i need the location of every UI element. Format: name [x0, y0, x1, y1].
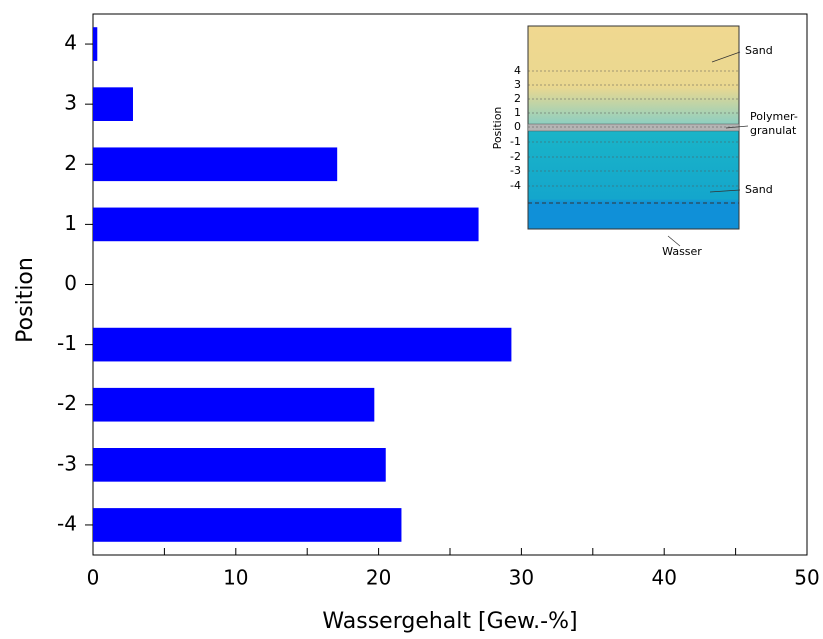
inset-tick-label: 1 [514, 106, 521, 119]
x-axis-label: Wassergehalt [Gew.-%] [322, 609, 577, 634]
inset-tick-label: -4 [510, 179, 521, 192]
x-tick-label: 10 [223, 566, 248, 590]
y-tick-label: -1 [57, 331, 77, 355]
inset-label: granulat [750, 124, 797, 137]
x-tick-label: 0 [87, 566, 100, 590]
bar [93, 508, 402, 542]
leader [709, 189, 741, 193]
y-tick-label: 0 [64, 271, 77, 295]
inset-label: Sand [745, 44, 773, 57]
bar [93, 147, 338, 182]
inset-tick-label: -3 [510, 164, 521, 177]
y-tick-label: 3 [64, 91, 77, 115]
inset-axis-label: Position [491, 107, 504, 150]
inset-tick-label: -2 [510, 150, 521, 163]
x-tick-label: 40 [651, 566, 676, 590]
inset-tick-label: 4 [514, 64, 521, 77]
bar [93, 448, 386, 482]
x-tick-label: 20 [366, 566, 391, 590]
bar [93, 327, 512, 362]
inset-label: Polymer- [750, 110, 798, 123]
inset-tick-label: -1 [510, 135, 521, 148]
y-tick-label: -2 [57, 391, 77, 415]
inset-tick-label: 0 [514, 120, 521, 133]
bar [93, 387, 375, 422]
inset-tick-label: 3 [514, 78, 521, 91]
x-tick-label: 50 [794, 566, 819, 590]
inset-tick-label: 2 [514, 92, 521, 105]
bar [93, 87, 133, 121]
inset-label: Sand [745, 183, 773, 196]
inset: Position Sand Polymer- granulat Sand Was… [491, 25, 798, 258]
leader [711, 51, 741, 63]
y-tick-label: -4 [57, 511, 77, 535]
inset-polymer-layer [527, 123, 740, 132]
y-tick-label: 1 [64, 211, 77, 235]
y-tick-label: -3 [57, 451, 77, 475]
y-tick-label: 2 [64, 151, 77, 175]
inset-label: Wasser [662, 245, 702, 258]
bar [93, 207, 479, 242]
x-tick-label: 30 [509, 566, 534, 590]
y-axis-label: Position [13, 257, 38, 343]
y-tick-label: 4 [64, 31, 77, 55]
leader [667, 235, 681, 247]
bar [93, 27, 98, 61]
